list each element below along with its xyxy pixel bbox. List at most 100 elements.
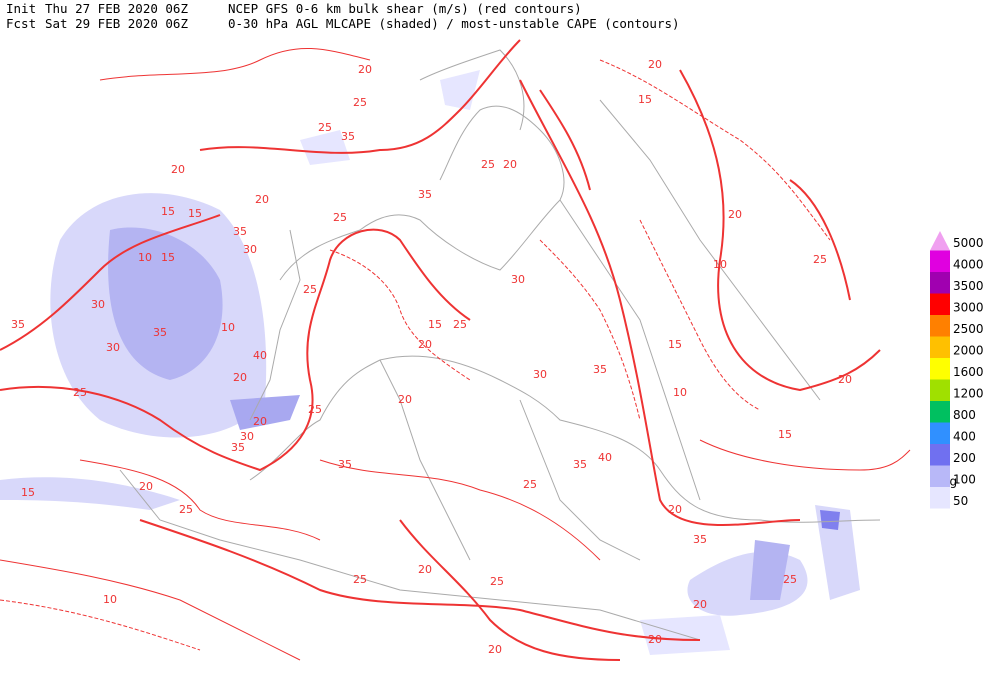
legend-label: 2500	[953, 322, 984, 336]
shear-contours	[0, 39, 911, 661]
legend-label: 50	[953, 494, 968, 508]
contour-label: 20	[255, 193, 269, 206]
contour-label: 20	[139, 480, 153, 493]
legend-label: 800	[953, 408, 976, 422]
legend-label: 3000	[953, 301, 984, 315]
contour-label: 15	[188, 207, 202, 220]
contour-label: 25	[783, 573, 797, 586]
contour-label: 20	[693, 598, 707, 611]
contour-label: 25	[453, 318, 467, 331]
contour-label: 20	[233, 371, 247, 384]
contour-label: 30	[533, 368, 547, 381]
contour-label: 15	[161, 205, 175, 218]
contour-label: 30	[511, 273, 525, 286]
contour-label: 35	[593, 363, 607, 376]
legend-swatch	[930, 336, 950, 358]
contour-label: 35	[338, 458, 352, 471]
contour-label: 40	[253, 349, 267, 362]
legend-label: 2000	[953, 344, 984, 358]
contour-label: 35	[231, 441, 245, 454]
contour-label: 25	[303, 283, 317, 296]
contour-label: 20	[668, 503, 682, 516]
legend-label: 3500	[953, 279, 984, 293]
contour-label: 35	[418, 188, 432, 201]
contour-label: 20	[253, 415, 267, 428]
contour-label: 20	[728, 208, 742, 221]
legend-swatch	[930, 379, 950, 401]
contour-label: 25	[813, 253, 827, 266]
contour-label: 35	[11, 318, 25, 331]
cape-shading	[0, 70, 860, 655]
legend-label: 1200	[953, 387, 984, 401]
legend-label: 1600	[953, 365, 984, 379]
contour-label: 25	[353, 573, 367, 586]
header: Init Thu 27 FEB 2020 06Z NCEP GFS 0-6 km…	[6, 1, 680, 31]
contour-label: 35	[341, 130, 355, 143]
legend-swatch	[930, 358, 950, 380]
legend-label: 400	[953, 430, 976, 444]
legend-swatch	[930, 231, 950, 251]
contour-label: 30	[243, 243, 257, 256]
legend-label: 100	[953, 473, 976, 487]
forecast-label: Fcst	[6, 16, 36, 31]
legend-label: 5000	[953, 236, 984, 250]
title-line-2: 0-30 hPa AGL MLCAPE (shaded) / most-unst…	[228, 16, 680, 31]
contour-label: 20	[648, 58, 662, 71]
contour-label: 20	[418, 338, 432, 351]
contour-label: 15	[428, 318, 442, 331]
contour-label: 10	[713, 258, 727, 271]
legend: J/kg 50004000350030002500200016001200800…	[930, 231, 984, 509]
contour-label: 25	[318, 121, 332, 134]
contour-label: 20	[648, 633, 662, 646]
contour-label: 25	[353, 96, 367, 109]
legend-swatch	[930, 401, 950, 423]
contour-label: 20	[503, 158, 517, 171]
contour-label: 20	[358, 63, 372, 76]
legend-swatch	[930, 487, 950, 509]
coastlines	[119, 49, 881, 641]
contour-label: 20	[171, 163, 185, 176]
contour-label: 25	[490, 575, 504, 588]
contour-label: 25	[73, 386, 87, 399]
contour-label: 15	[638, 93, 652, 106]
contour-label: 35	[153, 326, 167, 339]
legend-swatch	[930, 272, 950, 294]
contour-label: 10	[221, 321, 235, 334]
contour-label: 10	[673, 386, 687, 399]
contour-label: 25	[481, 158, 495, 171]
contour-label: 30	[240, 430, 254, 443]
contour-label: 30	[91, 298, 105, 311]
contour-label: 20	[398, 393, 412, 406]
legend-swatch	[930, 250, 950, 272]
legend-swatch	[930, 465, 950, 487]
legend-swatch	[930, 422, 950, 444]
title-line-1: NCEP GFS 0-6 km bulk shear (m/s) (red co…	[228, 1, 582, 16]
init-label: Init	[6, 1, 36, 16]
contour-label: 15	[778, 428, 792, 441]
contour-label: 35	[573, 458, 587, 471]
contour-label: 25	[333, 211, 347, 224]
contour-label: 20	[418, 563, 432, 576]
contour-label: 40	[598, 451, 612, 464]
contour-label: 20	[838, 373, 852, 386]
contour-label: 30	[106, 341, 120, 354]
contour-label: 25	[523, 478, 537, 491]
legend-swatch	[930, 444, 950, 466]
contour-label: 20	[488, 643, 502, 656]
legend-label: 4000	[953, 258, 984, 272]
contour-label: 15	[668, 338, 682, 351]
legend-swatch	[930, 315, 950, 337]
legend-swatch	[930, 293, 950, 315]
forecast-time: Sat 29 FEB 2020 06Z	[45, 16, 188, 31]
init-time: Thu 27 FEB 2020 06Z	[45, 1, 188, 16]
contour-label: 15	[21, 486, 35, 499]
contour-label: 25	[308, 403, 322, 416]
contour-label: 10	[103, 593, 117, 606]
contour-label: 10	[138, 251, 152, 264]
legend-label: 200	[953, 451, 976, 465]
contour-label: 35	[233, 225, 247, 238]
contour-label: 25	[179, 503, 193, 516]
